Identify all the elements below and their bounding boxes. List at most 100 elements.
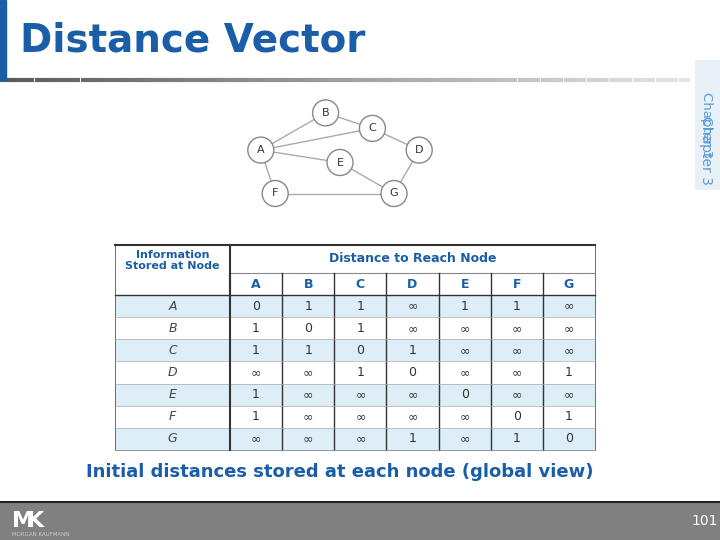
Text: Chapter 3: Chapter 3 bbox=[699, 116, 713, 185]
Text: 1: 1 bbox=[461, 300, 469, 313]
Bar bbox=[230, 245, 595, 273]
Text: ∞: ∞ bbox=[564, 300, 574, 313]
Bar bbox=[115, 245, 230, 273]
Text: B: B bbox=[303, 278, 313, 291]
Text: 1: 1 bbox=[305, 300, 312, 313]
Bar bbox=[115, 273, 230, 295]
Text: ∞: ∞ bbox=[512, 388, 522, 401]
Text: ∞: ∞ bbox=[408, 322, 418, 335]
Text: A: A bbox=[168, 300, 176, 313]
Bar bbox=[115, 361, 595, 383]
Text: ∞: ∞ bbox=[303, 410, 313, 423]
Circle shape bbox=[406, 137, 432, 163]
Text: C: C bbox=[369, 124, 377, 133]
Text: ∞: ∞ bbox=[512, 344, 522, 357]
Circle shape bbox=[327, 150, 353, 176]
Text: D: D bbox=[408, 278, 418, 291]
Text: A: A bbox=[257, 145, 265, 155]
Text: 1: 1 bbox=[305, 344, 312, 357]
Text: ∞: ∞ bbox=[564, 322, 574, 335]
Bar bbox=[115, 317, 595, 339]
Text: F: F bbox=[513, 278, 521, 291]
Circle shape bbox=[359, 116, 385, 141]
Text: ∞: ∞ bbox=[564, 388, 574, 401]
Text: A: A bbox=[251, 278, 261, 291]
Text: 0: 0 bbox=[305, 322, 312, 335]
Text: F: F bbox=[272, 188, 279, 199]
Text: ∞: ∞ bbox=[303, 366, 313, 379]
Text: D: D bbox=[168, 366, 177, 379]
Text: 1: 1 bbox=[356, 366, 364, 379]
Bar bbox=[0, 502, 720, 540]
Text: 0: 0 bbox=[565, 433, 573, 446]
Text: ∞: ∞ bbox=[459, 322, 470, 335]
Text: ∞: ∞ bbox=[512, 366, 522, 379]
Text: 0: 0 bbox=[408, 366, 416, 379]
Text: 1: 1 bbox=[565, 366, 573, 379]
Text: E: E bbox=[336, 158, 343, 167]
Bar bbox=[115, 406, 595, 428]
Text: C: C bbox=[168, 344, 177, 357]
Circle shape bbox=[312, 100, 338, 126]
Text: M: M bbox=[12, 511, 34, 531]
Bar bbox=[115, 295, 595, 317]
Text: 1: 1 bbox=[565, 410, 573, 423]
Text: F: F bbox=[169, 410, 176, 423]
Text: 1: 1 bbox=[356, 322, 364, 335]
Bar bbox=[115, 428, 595, 450]
Text: B: B bbox=[322, 108, 330, 118]
Text: G: G bbox=[390, 188, 398, 199]
Text: 1: 1 bbox=[252, 344, 260, 357]
Text: 0: 0 bbox=[356, 344, 364, 357]
Text: Stored at Node: Stored at Node bbox=[125, 261, 220, 271]
Text: 0: 0 bbox=[461, 388, 469, 401]
Text: 0: 0 bbox=[513, 410, 521, 423]
Text: ∞: ∞ bbox=[408, 388, 418, 401]
Text: ∞: ∞ bbox=[303, 433, 313, 446]
Text: E: E bbox=[460, 278, 469, 291]
Text: ∞: ∞ bbox=[459, 433, 470, 446]
Text: ∞: ∞ bbox=[251, 366, 261, 379]
Text: MORGAN KAUFMANN: MORGAN KAUFMANN bbox=[12, 531, 69, 537]
Text: G: G bbox=[564, 278, 574, 291]
Text: Chapter 3: Chapter 3 bbox=[700, 92, 713, 158]
Text: Distance Vector: Distance Vector bbox=[20, 21, 365, 59]
Circle shape bbox=[262, 180, 288, 206]
Circle shape bbox=[248, 137, 274, 163]
Text: 1: 1 bbox=[408, 344, 416, 357]
Text: 1: 1 bbox=[252, 388, 260, 401]
Text: 1: 1 bbox=[513, 433, 521, 446]
Text: ∞: ∞ bbox=[251, 433, 261, 446]
Text: C: C bbox=[356, 278, 365, 291]
Text: ∞: ∞ bbox=[512, 322, 522, 335]
Text: 1: 1 bbox=[513, 300, 521, 313]
Text: ∞: ∞ bbox=[408, 410, 418, 423]
Text: ∞: ∞ bbox=[408, 300, 418, 313]
Text: ∞: ∞ bbox=[355, 388, 366, 401]
Text: ∞: ∞ bbox=[355, 433, 366, 446]
Text: ∞: ∞ bbox=[459, 410, 470, 423]
Text: K: K bbox=[27, 511, 44, 531]
Text: G: G bbox=[168, 433, 177, 446]
Text: ∞: ∞ bbox=[303, 388, 313, 401]
Text: E: E bbox=[168, 388, 176, 401]
Text: 1: 1 bbox=[356, 300, 364, 313]
Text: 0: 0 bbox=[252, 300, 260, 313]
Text: D: D bbox=[415, 145, 423, 155]
Bar bbox=[0, 0, 6, 80]
Text: ∞: ∞ bbox=[355, 410, 366, 423]
Text: Initial distances stored at each node (global view): Initial distances stored at each node (g… bbox=[86, 463, 594, 481]
Bar bbox=[695, 60, 720, 190]
Text: B: B bbox=[168, 322, 177, 335]
Text: 1: 1 bbox=[252, 410, 260, 423]
Text: Distance to Reach Node: Distance to Reach Node bbox=[329, 253, 496, 266]
Bar bbox=[115, 383, 595, 406]
Circle shape bbox=[381, 180, 407, 206]
Text: 1: 1 bbox=[408, 433, 416, 446]
Text: ∞: ∞ bbox=[459, 344, 470, 357]
Text: 101: 101 bbox=[692, 514, 719, 528]
Text: ∞: ∞ bbox=[564, 344, 574, 357]
Text: ∞: ∞ bbox=[459, 366, 470, 379]
Text: 1: 1 bbox=[252, 322, 260, 335]
Bar bbox=[115, 339, 595, 361]
